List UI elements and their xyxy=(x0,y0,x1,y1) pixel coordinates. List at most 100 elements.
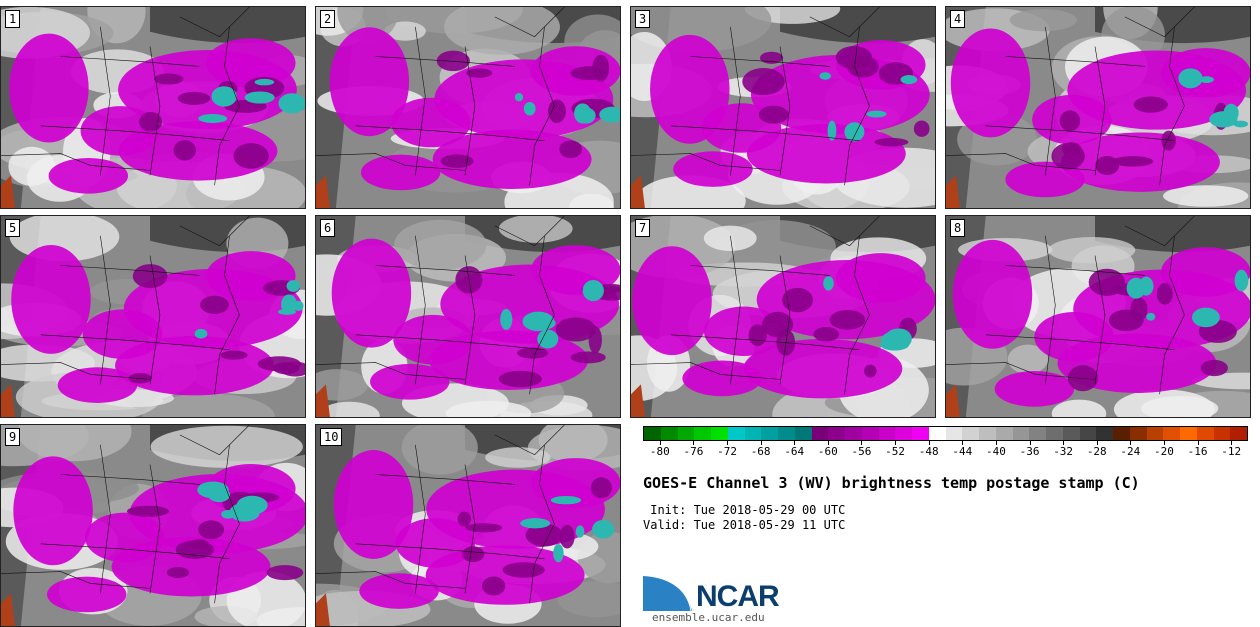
colorbar-swatch xyxy=(1096,427,1113,440)
colorbar-tick xyxy=(1130,441,1132,445)
colorbar-swatch xyxy=(928,427,946,440)
colorbar-tick xyxy=(1096,441,1098,445)
colorbar-swatch xyxy=(1046,427,1063,440)
colorbar-swatch xyxy=(644,427,661,440)
colorbar-tick-label: -12 xyxy=(1221,445,1242,458)
init-time: Init: Tue 2018-05-29 00 UTC xyxy=(643,503,846,517)
colorbar-tick xyxy=(827,441,829,445)
panel-label: 1 xyxy=(5,10,21,28)
colorbar-swatch xyxy=(945,427,963,440)
colorbar-swatch xyxy=(828,427,845,440)
colorbar-tick xyxy=(727,441,729,445)
colorbar-swatch xyxy=(711,427,728,440)
colorbar-swatch xyxy=(861,427,879,440)
colorbar-tick-label: -52 xyxy=(885,445,906,458)
colorbar-tick-label: -72 xyxy=(717,445,737,458)
postage-stamp-panel: 8 xyxy=(945,215,1251,418)
colorbar-swatch xyxy=(677,427,695,440)
panel-label: 7 xyxy=(635,219,651,237)
colorbar-swatch xyxy=(979,427,996,440)
postage-stamp-panel: 2 xyxy=(315,6,621,209)
colorbar-swatch xyxy=(1029,427,1046,440)
panel-label: 10 xyxy=(320,428,343,446)
figure-title: GOES-E Channel 3 (WV) brightness temp po… xyxy=(643,474,1140,492)
colorbar-tick xyxy=(760,441,762,445)
colorbar-swatch xyxy=(845,427,862,440)
colorbar-swatch xyxy=(1129,427,1147,440)
postage-stamp-panel: 6 xyxy=(315,215,621,418)
colorbar-swatch xyxy=(761,427,778,440)
colorbar-tick-label: -44 xyxy=(952,445,973,458)
colorbar-tick-label: -56 xyxy=(851,445,872,458)
colorbar-tick xyxy=(659,441,661,445)
panel-label: 3 xyxy=(635,10,651,28)
colorbar-swatch xyxy=(1012,427,1030,440)
colorbar-swatch xyxy=(727,427,745,440)
colorbar-swatch xyxy=(895,427,912,440)
colorbar-tick-label: -28 xyxy=(1086,445,1107,458)
colorbar-tick-label: -60 xyxy=(817,445,838,458)
panel-label: 2 xyxy=(320,10,336,28)
website-url: ensemble.ucar.edu xyxy=(652,611,765,624)
colorbar-tick-label: -64 xyxy=(784,445,805,458)
valid-time: Valid: Tue 2018-05-29 11 UTC xyxy=(643,518,846,532)
colorbar-swatch xyxy=(1196,427,1214,440)
panel-label: 9 xyxy=(5,428,21,446)
colorbar xyxy=(643,426,1248,441)
colorbar-swatch xyxy=(1180,427,1197,440)
panel-label: 4 xyxy=(950,10,966,28)
colorbar-tick-label: -40 xyxy=(985,445,1006,458)
colorbar-tick-label: -68 xyxy=(750,445,771,458)
colorbar-swatch xyxy=(1079,427,1097,440)
postage-stamp-panel: 10 xyxy=(315,424,621,627)
colorbar-tick-label: -20 xyxy=(1154,445,1174,458)
colorbar-swatch xyxy=(778,427,795,440)
colorbar-swatch xyxy=(811,427,829,440)
panel-label: 5 xyxy=(5,219,21,237)
colorbar-swatch xyxy=(1146,427,1164,440)
colorbar-swatch xyxy=(912,427,929,440)
postage-stamp-panel: 7 xyxy=(630,215,936,418)
colorbar-swatch xyxy=(878,427,896,440)
colorbar-tick xyxy=(1029,441,1031,445)
colorbar-tick xyxy=(928,441,930,445)
colorbar-swatch xyxy=(1230,427,1247,440)
colorbar-tick xyxy=(895,441,897,445)
postage-stamp-panel: 1 xyxy=(0,6,306,209)
colorbar-swatch xyxy=(744,427,762,440)
colorbar-swatch xyxy=(1163,427,1180,440)
colorbar-ticks: -80 -76 -72 -68 -64 -60 -56 -52 -48 -44 -40 -36 -32-… xyxy=(643,441,1248,461)
colorbar-swatch xyxy=(1113,427,1130,440)
colorbar-swatch xyxy=(694,427,711,440)
colorbar-swatch xyxy=(660,427,678,440)
colorbar-tick-label: -48 xyxy=(918,445,939,458)
colorbar-swatch xyxy=(995,427,1013,440)
logo-text: NCAR xyxy=(696,580,780,613)
colorbar-tick-label: -36 xyxy=(1019,445,1040,458)
colorbar-tick-label: -76 xyxy=(683,445,704,458)
colorbar-tick-label: -24 xyxy=(1120,445,1141,458)
colorbar-tick xyxy=(794,441,796,445)
postage-stamp-panel: 3 xyxy=(630,6,936,209)
colorbar-tick xyxy=(1063,441,1065,445)
colorbar-swatch xyxy=(794,427,812,440)
colorbar-tick xyxy=(1231,441,1233,445)
colorbar-swatch xyxy=(1213,427,1231,440)
colorbar-tick xyxy=(1197,441,1199,445)
postage-stamp-panel: 4 xyxy=(945,6,1251,209)
postage-stamp-panel: 5 xyxy=(0,215,306,418)
colorbar-tick xyxy=(962,441,964,445)
panel-label: 8 xyxy=(950,219,966,237)
colorbar-tick xyxy=(693,441,695,445)
colorbar-tick xyxy=(861,441,863,445)
colorbar-swatch xyxy=(1062,427,1080,440)
colorbar-tick-label: -32 xyxy=(1053,445,1074,458)
colorbar-tick-label: -16 xyxy=(1187,445,1208,458)
ncar-logo-icon xyxy=(643,574,696,612)
colorbar-tick-label: -80 xyxy=(649,445,670,458)
colorbar-tick xyxy=(995,441,997,445)
postage-stamp-panel: 9 xyxy=(0,424,306,627)
panel-label: 6 xyxy=(320,219,336,237)
colorbar-swatch xyxy=(962,427,979,440)
colorbar-tick xyxy=(1163,441,1165,445)
